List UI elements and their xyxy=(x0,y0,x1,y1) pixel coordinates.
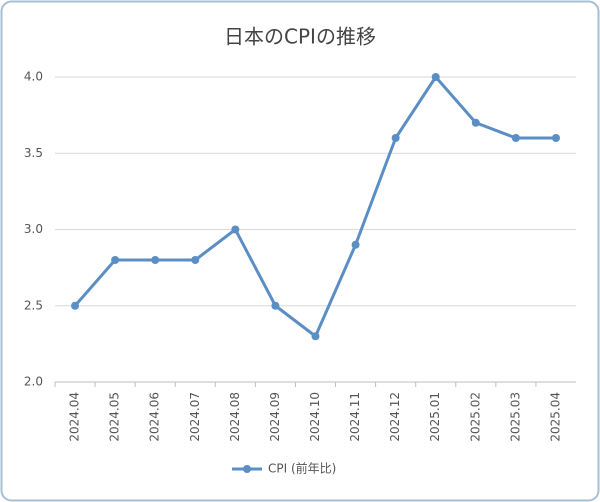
x-tick-label: 2025.04 xyxy=(548,392,562,442)
point xyxy=(191,256,200,264)
point xyxy=(391,134,400,142)
y-tick-label: 2.5 xyxy=(24,298,43,312)
point xyxy=(151,256,160,264)
point xyxy=(511,134,520,142)
point xyxy=(311,332,320,341)
x-tick-label: 2024.05 xyxy=(108,392,122,442)
point xyxy=(111,256,120,264)
point xyxy=(551,134,560,142)
y-tick-label: 3.0 xyxy=(24,222,43,236)
x-tick-label: 2024.12 xyxy=(388,392,402,442)
legend-label: CPI (前年比) xyxy=(268,461,336,476)
x-tick-label: 2024.09 xyxy=(268,392,282,442)
legend-marker xyxy=(243,465,251,473)
x-tick-label: 2024.07 xyxy=(188,392,202,442)
point xyxy=(431,73,440,81)
point xyxy=(351,240,360,249)
x-tick-label: 2024.08 xyxy=(228,392,242,442)
x-tick-label: 2025.01 xyxy=(428,392,442,442)
chart-title: 日本のCPIの推移 xyxy=(224,25,376,49)
point xyxy=(271,301,280,310)
x-tick-label: 2025.02 xyxy=(468,392,482,442)
point xyxy=(71,301,80,310)
x-tick-label: 2024.10 xyxy=(308,392,322,442)
point xyxy=(231,225,240,234)
y-tick-label: 4.0 xyxy=(24,70,43,84)
x-tick-label: 2024.06 xyxy=(148,392,162,442)
point xyxy=(471,118,480,127)
x-tick-label: 2025.03 xyxy=(508,392,522,442)
y-tick-label: 3.5 xyxy=(24,146,43,160)
y-tick-label: 2.0 xyxy=(24,375,43,389)
x-tick-label: 2024.11 xyxy=(348,392,362,442)
x-tick-label: 2024.04 xyxy=(68,392,82,442)
